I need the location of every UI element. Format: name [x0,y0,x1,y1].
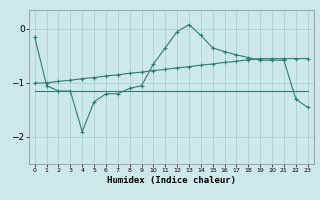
X-axis label: Humidex (Indice chaleur): Humidex (Indice chaleur) [107,176,236,185]
